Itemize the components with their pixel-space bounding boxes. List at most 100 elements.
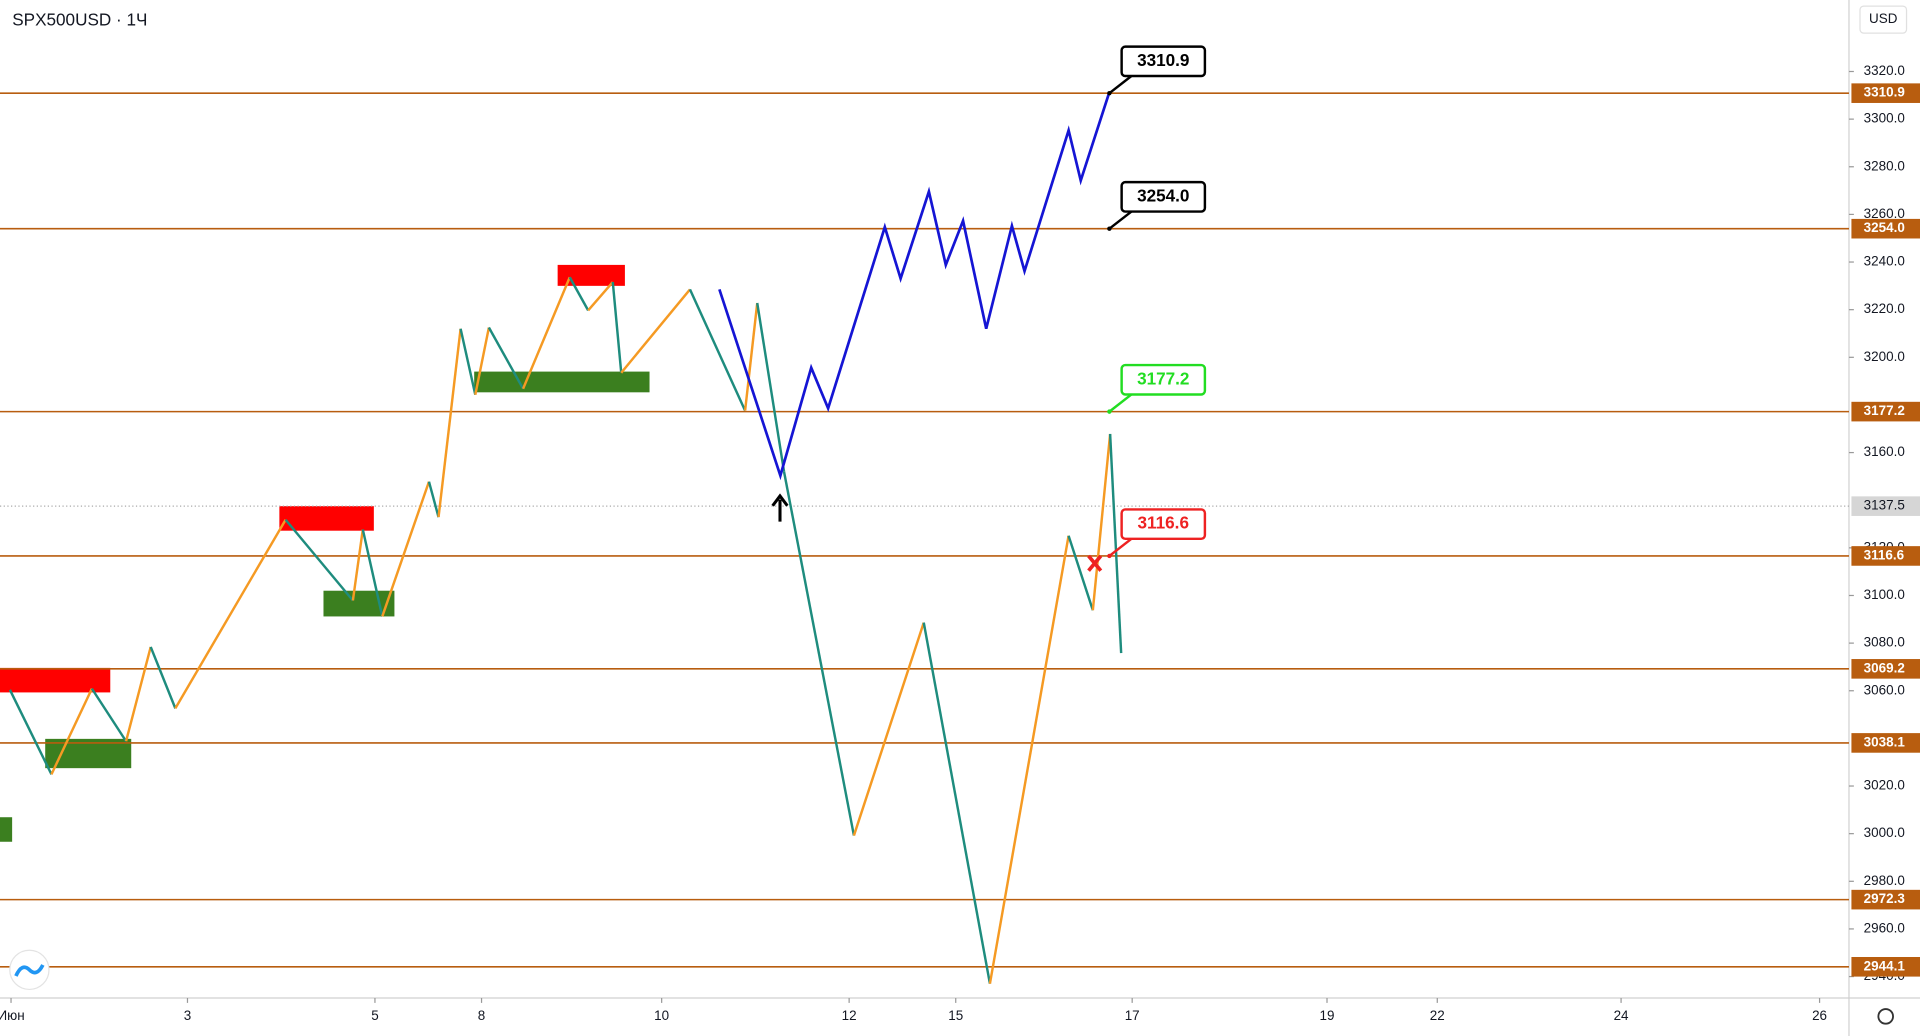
zigzag-segment <box>50 688 94 775</box>
zigzag-segment <box>521 276 571 390</box>
x-tick-label: 5 <box>371 1008 378 1023</box>
zigzag-segment <box>568 276 590 311</box>
zigzag-segment <box>90 687 128 742</box>
zigzag-segment <box>474 327 491 395</box>
callout-pointer <box>1108 537 1133 557</box>
zigzag-segment <box>782 471 856 836</box>
zone <box>0 667 111 693</box>
zigzag-segment <box>149 646 177 709</box>
projection-line <box>718 92 1111 481</box>
x-tick-label: 26 <box>1812 1008 1827 1023</box>
zigzag-segment <box>381 481 431 617</box>
level-label-box <box>1851 218 1920 239</box>
callout-label: 3254.0 <box>1137 185 1189 205</box>
x-tick-label: 8 <box>478 1008 485 1023</box>
x-tick-label: 24 <box>1614 1008 1629 1023</box>
level-label: 2972.3 <box>1864 891 1905 906</box>
y-tick-label: 2960.0 <box>1864 920 1905 935</box>
zigzag-segment <box>743 302 759 411</box>
zone <box>557 264 625 286</box>
x-tick-label: 12 <box>842 1008 857 1023</box>
callout-pointer <box>1108 75 1133 95</box>
x-tick-label: 10 <box>654 1008 669 1023</box>
zone <box>0 817 13 842</box>
level-label-box <box>1851 889 1920 910</box>
callout-label: 3116.6 <box>1138 513 1189 533</box>
zigzag-segment <box>427 481 440 518</box>
zigzag-segment <box>852 622 925 836</box>
zone <box>45 738 132 769</box>
level-label: 3310.9 <box>1864 85 1905 100</box>
level-label: 3254.0 <box>1864 220 1905 235</box>
callout-label: 3177.2 <box>1137 368 1189 388</box>
level-label: 3069.2 <box>1864 660 1905 675</box>
callout-anchor <box>1107 553 1112 559</box>
zigzag-segment <box>587 281 614 312</box>
level-label-box <box>1851 957 1920 977</box>
currency-box[interactable] <box>1859 5 1908 34</box>
last-price-box <box>1851 496 1920 516</box>
y-tick-label: 3300.0 <box>1864 111 1905 126</box>
zigzag-segment <box>351 529 365 601</box>
level-label: 2944.1 <box>1864 958 1906 973</box>
x-tick-label: 19 <box>1320 1008 1335 1023</box>
y-tick-label: 3000.0 <box>1864 825 1905 840</box>
y-tick-label: 3220.0 <box>1864 301 1905 316</box>
zigzag-segment <box>437 328 462 518</box>
cross-marker <box>1087 554 1103 572</box>
level-label: 3116.6 <box>1864 548 1904 563</box>
y-tick-label: 3260.0 <box>1864 206 1905 221</box>
callout-anchor <box>1107 90 1112 96</box>
level-label: 3038.1 <box>1864 734 1906 749</box>
zigzag-segment <box>284 518 354 602</box>
settings-icon[interactable] <box>1877 1008 1894 1025</box>
zigzag-segment <box>922 622 992 984</box>
x-tick-label: 22 <box>1430 1008 1445 1023</box>
logo-mark <box>14 964 45 977</box>
zone <box>279 506 374 531</box>
currency[interactable]: USD <box>1869 11 1898 26</box>
zones <box>0 264 650 842</box>
level-label-box <box>1851 401 1920 422</box>
callout-pointer <box>1108 393 1133 413</box>
callout-anchor <box>1107 409 1112 414</box>
zigzag-segment <box>1091 433 1112 611</box>
level-label: 3177.2 <box>1864 403 1905 418</box>
zigzag-segment <box>620 288 691 374</box>
zigzag-segment <box>174 519 287 709</box>
zigzag-segment <box>361 529 384 617</box>
level-label-box <box>1851 733 1920 753</box>
zigzag-segment <box>459 328 477 395</box>
zigzag-segment <box>1108 433 1123 654</box>
zone <box>474 371 650 393</box>
callout-pointer <box>1108 210 1133 230</box>
callout-label: 3310.9 <box>1137 50 1189 70</box>
last-price-label: 3137.5 <box>1864 498 1905 513</box>
callout-box <box>1120 363 1207 396</box>
zigzag-segment <box>1067 535 1095 611</box>
callout-box <box>1120 180 1207 213</box>
callout-box <box>1120 508 1207 541</box>
labels: 2940.02960.02980.03000.03020.03060.03080… <box>0 45 1920 1023</box>
x-tick-label: 17 <box>1125 1008 1140 1023</box>
x-tick-label: 15 <box>948 1008 963 1023</box>
y-tick-label: 3100.0 <box>1864 587 1905 602</box>
x-tick-label: Июн <box>0 1008 25 1023</box>
y-tick-label: 3160.0 <box>1864 444 1905 459</box>
zigzag-segment <box>688 288 747 412</box>
level-label-box <box>1851 83 1920 103</box>
y-tick-label: 3080.0 <box>1864 635 1905 650</box>
y-tick-label: 3060.0 <box>1864 682 1905 697</box>
x-tick-label: 3 <box>184 1008 191 1023</box>
callout-box <box>1120 45 1207 78</box>
y-tick-label: 3020.0 <box>1864 778 1905 793</box>
symbol-title[interactable]: SPX500USD · 1Ч <box>12 9 147 29</box>
levels <box>0 70 1854 1003</box>
zigzag-segment <box>988 535 1070 984</box>
level-label-box <box>1851 659 1920 679</box>
zigzag-segment <box>8 689 53 775</box>
y-tick-label: 3240.0 <box>1864 254 1905 269</box>
arrow-marker <box>771 493 789 522</box>
